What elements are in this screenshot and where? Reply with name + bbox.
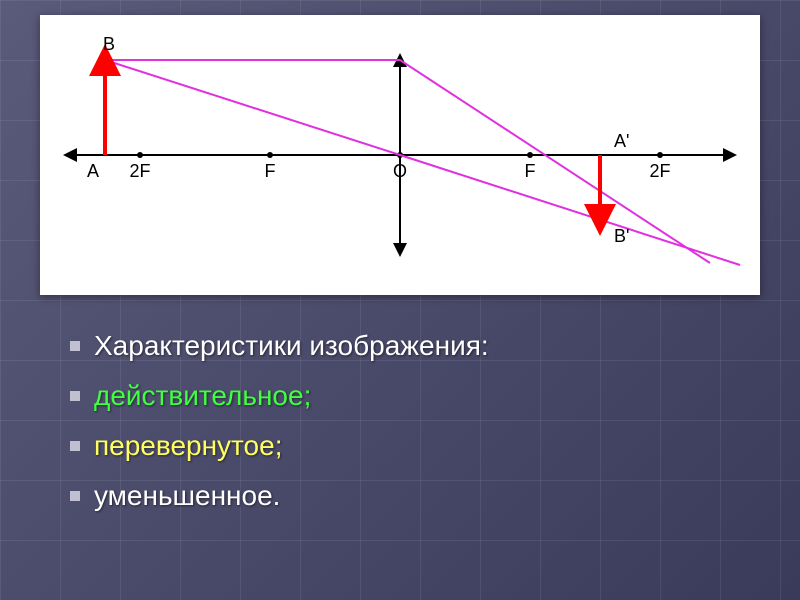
heading-text: Характеристики изображения:: [94, 330, 489, 362]
bullet-item: действительное;: [70, 380, 730, 412]
text-block: Характеристики изображения: действительн…: [70, 330, 730, 530]
bullet-icon: [70, 491, 80, 501]
svg-text:2F: 2F: [649, 161, 670, 181]
svg-text:2F: 2F: [129, 161, 150, 181]
rays: [105, 60, 740, 265]
bullet-text: перевернутое;: [94, 430, 282, 462]
point-labels: A B A' B': [87, 34, 629, 246]
svg-text:B': B': [614, 226, 629, 246]
bullet-text: уменьшенное.: [94, 480, 280, 512]
svg-text:F: F: [525, 161, 536, 181]
heading-line: Характеристики изображения:: [70, 330, 730, 362]
svg-text:F: F: [265, 161, 276, 181]
bullet-icon: [70, 391, 80, 401]
svg-text:A': A': [614, 131, 629, 151]
bullet-item: уменьшенное.: [70, 480, 730, 512]
slide: 2F F O F 2F A B A' B' Характеристики изображени…: [0, 0, 800, 600]
axis-marks: 2F F O F 2F: [129, 152, 670, 181]
svg-text:B: B: [103, 34, 115, 54]
bullet-text: действительное;: [94, 380, 311, 412]
bullet-item: перевернутое;: [70, 430, 730, 462]
svg-text:O: O: [393, 161, 407, 181]
svg-text:A: A: [87, 161, 99, 181]
ray-diagram-panel: 2F F O F 2F A B A' B': [40, 15, 760, 295]
ray-diagram-svg: 2F F O F 2F A B A' B': [40, 15, 760, 295]
bullet-icon: [70, 441, 80, 451]
bullet-icon: [70, 341, 80, 351]
